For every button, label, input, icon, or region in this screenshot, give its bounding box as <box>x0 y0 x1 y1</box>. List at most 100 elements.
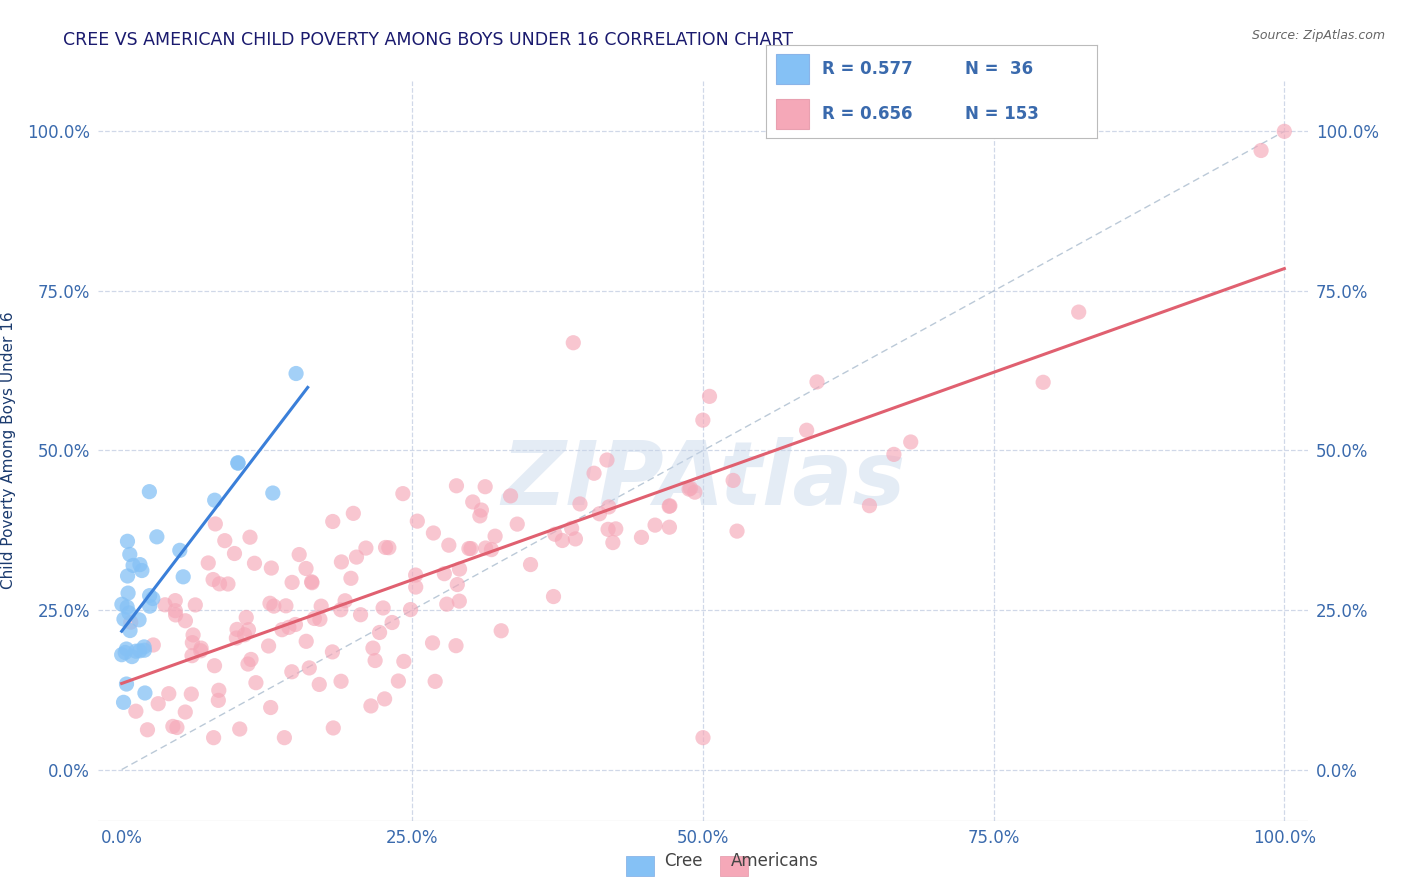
Point <box>644 518 666 533</box>
Point <box>285 367 308 381</box>
Point <box>174 614 197 628</box>
Point <box>117 586 139 600</box>
Point <box>128 644 150 658</box>
Point <box>184 598 207 612</box>
Point <box>138 484 160 499</box>
Point <box>883 447 905 461</box>
Point <box>181 635 204 649</box>
Point <box>446 577 468 591</box>
Point <box>588 507 610 521</box>
Point <box>858 499 880 513</box>
Point <box>112 612 135 626</box>
Point <box>224 547 246 561</box>
Point <box>153 598 176 612</box>
Point <box>301 574 323 589</box>
Point <box>360 698 382 713</box>
Point <box>115 600 138 615</box>
Point <box>484 529 506 543</box>
Point <box>460 541 482 556</box>
Text: R = 0.656: R = 0.656 <box>823 105 912 123</box>
Point <box>259 596 281 610</box>
Text: Americans: Americans <box>731 852 818 870</box>
Point <box>437 538 460 552</box>
Point <box>132 640 155 654</box>
Point <box>499 489 522 503</box>
Text: N =  36: N = 36 <box>965 60 1032 78</box>
Point <box>273 731 295 745</box>
Point <box>354 541 377 555</box>
Point <box>165 604 187 618</box>
Point <box>658 520 681 534</box>
Point <box>174 705 197 719</box>
Point <box>226 623 249 637</box>
Point <box>678 482 700 496</box>
Point <box>118 624 141 638</box>
Point <box>111 648 134 662</box>
Point <box>115 642 138 657</box>
Point <box>208 683 231 698</box>
Point <box>208 577 231 591</box>
Point <box>138 589 160 603</box>
Point <box>295 634 318 648</box>
Point <box>374 541 396 555</box>
Point <box>257 639 280 653</box>
Point <box>658 500 681 514</box>
Point <box>406 514 429 528</box>
Point <box>235 610 257 624</box>
Point <box>181 628 204 642</box>
Point <box>128 613 150 627</box>
Point <box>405 580 427 594</box>
Point <box>142 638 165 652</box>
Point <box>118 606 141 620</box>
Point <box>115 677 138 691</box>
Bar <box>776 54 810 84</box>
Point <box>131 564 153 578</box>
Point <box>204 493 226 508</box>
Point <box>564 532 586 546</box>
Point <box>263 599 285 613</box>
Point <box>239 530 262 544</box>
Point <box>298 661 321 675</box>
Point <box>399 602 422 616</box>
Point <box>561 521 583 535</box>
Point <box>721 474 744 488</box>
Point <box>190 644 212 658</box>
Point <box>204 658 226 673</box>
Point <box>309 612 332 626</box>
Point <box>129 558 152 572</box>
Point <box>190 641 212 656</box>
Point <box>699 389 721 403</box>
Point <box>202 731 225 745</box>
Point <box>900 435 922 450</box>
Point <box>180 687 202 701</box>
Point <box>449 594 471 608</box>
Point <box>114 645 136 659</box>
Point <box>683 485 706 500</box>
Point <box>138 599 160 614</box>
Point <box>583 467 606 481</box>
Point <box>309 599 332 614</box>
Point <box>436 597 458 611</box>
Point <box>121 649 143 664</box>
Point <box>236 657 259 671</box>
Point <box>433 566 456 581</box>
Point <box>181 648 204 663</box>
Point <box>474 541 496 555</box>
Point <box>204 516 226 531</box>
Point <box>229 722 252 736</box>
Point <box>340 571 363 585</box>
Point <box>304 611 326 625</box>
Point <box>381 615 404 630</box>
Point <box>461 495 484 509</box>
Point <box>142 591 165 606</box>
Point <box>271 623 294 637</box>
Point <box>598 500 620 514</box>
Point <box>125 704 148 718</box>
Point <box>277 620 299 634</box>
Text: ZIPAtlas: ZIPAtlas <box>501 436 905 524</box>
Point <box>519 558 541 572</box>
Point <box>117 534 139 549</box>
Point <box>470 503 492 517</box>
Point <box>262 486 284 500</box>
Point <box>214 533 236 548</box>
